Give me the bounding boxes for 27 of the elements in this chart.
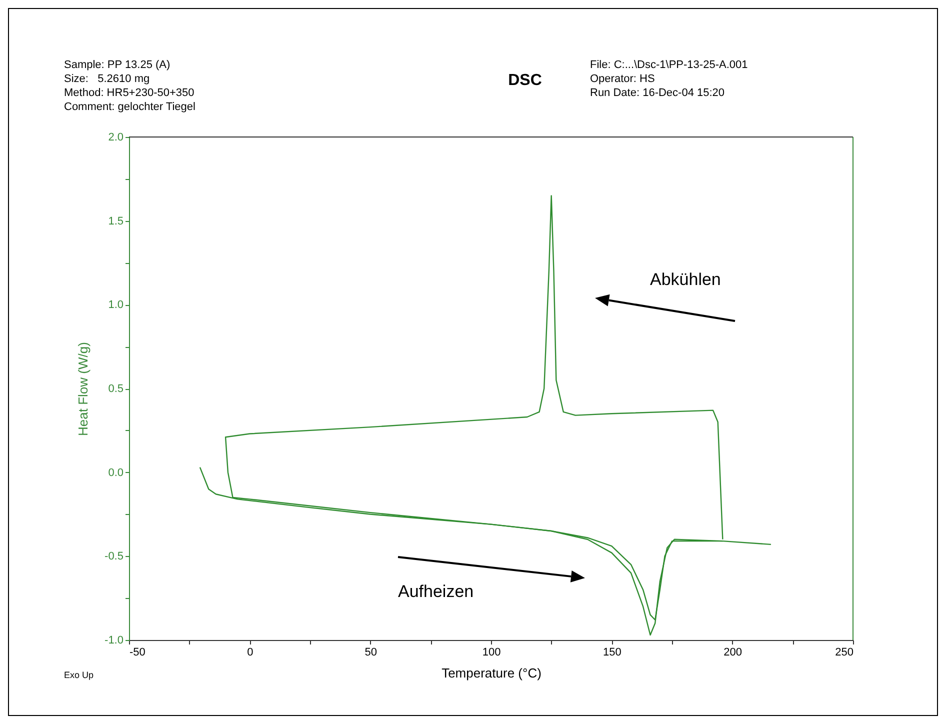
text: File: C:...\Dsc-1\PP-13-25-A.001 [590,58,748,72]
text: Exo Up [64,669,94,682]
y-tick-label: 2.0 [108,132,124,144]
y-tick-label: 0.5 [108,383,124,395]
y-tick-label: 0.0 [108,466,124,479]
y-tick-label: -1.0 [104,634,124,646]
x-tick-label: 50 [364,646,377,658]
chart-title: DSC [507,72,543,90]
text: Operator: HS [590,72,655,86]
x-tick-label: 0 [247,646,254,658]
x-tick-label: 150 [602,646,622,658]
annotation: Abkühlen [650,270,721,290]
y-tick-label: -0.5 [104,550,124,563]
x-tick-label: 250 [835,646,854,658]
text: Method: HR5+230-50+350 [64,86,194,100]
text: Size: 5.2610 mg [64,72,150,86]
x-tick-label: 100 [482,646,501,658]
annotation: Aufheizen [398,582,474,602]
y-tick-label: 1.5 [108,215,124,228]
text: Run Date: 16-Dec-04 15:20 [590,86,725,100]
x-tick-label: -50 [130,646,146,658]
text: Comment: gelochter Tiegel [64,100,196,114]
x-axis-title: Temperature (°C) [442,666,542,680]
y-tick-label: 1.0 [108,299,124,312]
text: Sample: PP 13.25 (A) [64,58,170,72]
y-axis-title: Heat Flow (W/g) [76,342,91,436]
x-tick-label: 200 [724,646,742,658]
